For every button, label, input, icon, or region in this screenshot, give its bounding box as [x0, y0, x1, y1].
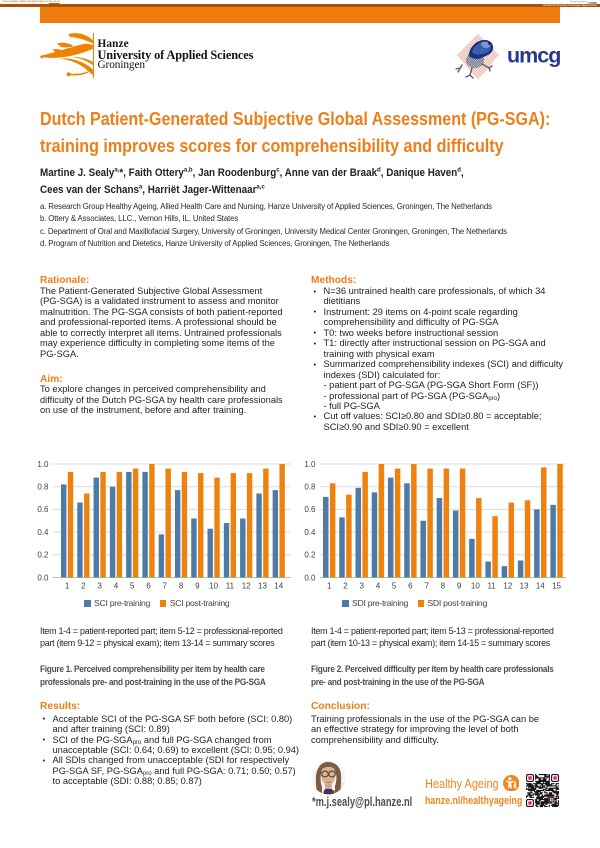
svg-text:1: 1: [327, 582, 332, 591]
svg-text:6: 6: [146, 582, 151, 591]
svg-text:4: 4: [376, 582, 381, 591]
svg-text:10: 10: [209, 582, 218, 591]
svg-text:0.4: 0.4: [304, 528, 316, 537]
svg-text:10: 10: [471, 582, 480, 591]
svg-text:3: 3: [97, 582, 102, 591]
svg-text:7: 7: [163, 582, 168, 591]
svg-text:8: 8: [441, 582, 446, 591]
svg-text:0.0: 0.0: [37, 573, 49, 582]
svg-text:1: 1: [65, 582, 70, 591]
svg-text:0.4: 0.4: [37, 528, 49, 537]
svg-text:4: 4: [114, 582, 119, 591]
svg-text:5: 5: [392, 582, 397, 591]
svg-text:13: 13: [520, 582, 529, 591]
svg-text:umcg: umcg: [507, 44, 560, 68]
svg-text:0.8: 0.8: [37, 483, 49, 492]
svg-text:8: 8: [179, 582, 184, 591]
svg-text:0.2: 0.2: [304, 551, 316, 560]
svg-text:12: 12: [503, 582, 512, 591]
svg-text:0.6: 0.6: [37, 505, 49, 514]
svg-text:2: 2: [81, 582, 86, 591]
svg-text:6: 6: [408, 582, 413, 591]
svg-text:0.2: 0.2: [37, 551, 49, 560]
svg-text:11: 11: [226, 582, 235, 591]
svg-text:5: 5: [130, 582, 135, 591]
svg-text:0.0: 0.0: [304, 573, 316, 582]
svg-text:3: 3: [359, 582, 364, 591]
svg-text:9: 9: [457, 582, 462, 591]
svg-text:0.8: 0.8: [304, 483, 316, 492]
svg-text:11: 11: [487, 582, 496, 591]
svg-text:9: 9: [195, 582, 200, 591]
svg-text:7: 7: [424, 582, 429, 591]
svg-text:13: 13: [258, 582, 267, 591]
svg-text:14: 14: [274, 582, 283, 591]
svg-text:1.0: 1.0: [37, 460, 49, 469]
svg-text:12: 12: [242, 582, 251, 591]
svg-text:0.6: 0.6: [304, 505, 316, 514]
svg-text:15: 15: [552, 582, 561, 591]
svg-text:1.0: 1.0: [304, 460, 316, 469]
svg-text:14: 14: [536, 582, 545, 591]
svg-text:2: 2: [343, 582, 348, 591]
